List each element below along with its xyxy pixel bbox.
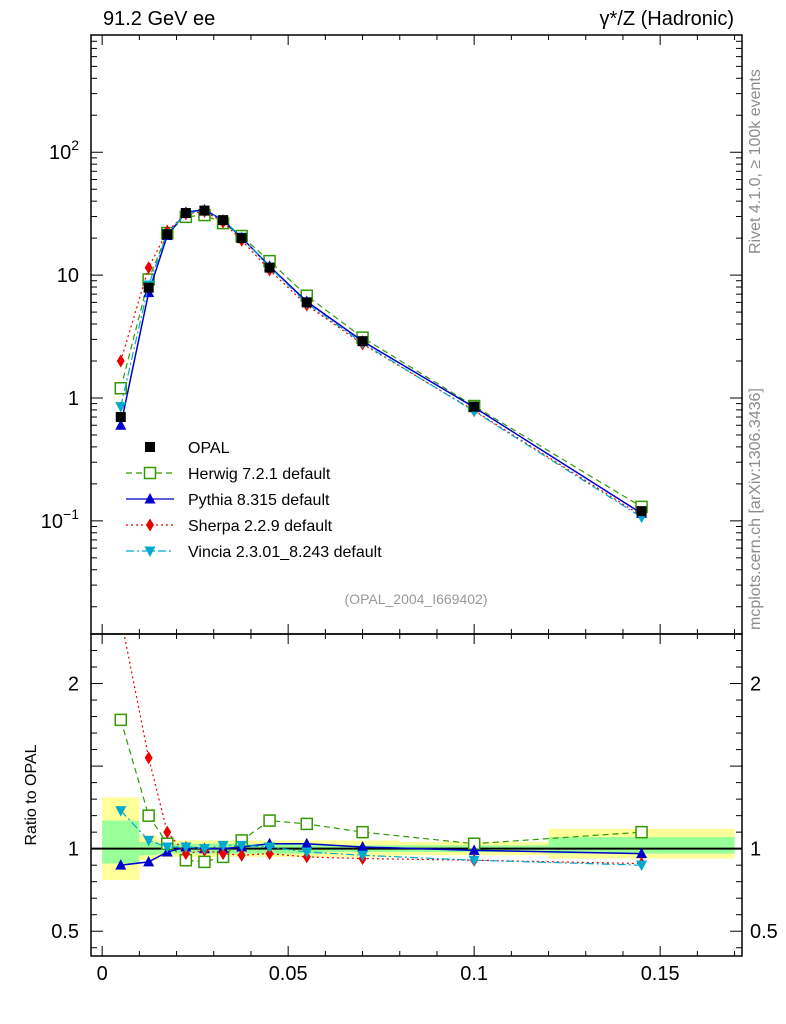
x-tick-label: 0.05 <box>269 963 308 985</box>
series-vincia-2-3-01-8-243-default-ratio-point <box>636 860 648 872</box>
series-vincia-2-3-01-8-243-default-ratio-point <box>217 840 229 852</box>
series-pythia-8-315-default-ratio-point <box>357 841 369 852</box>
series-vincia-2-3-01-8-243-default-ratio-point <box>301 847 313 858</box>
opal-data-point <box>636 506 647 517</box>
opal-data-point <box>469 401 480 412</box>
ratio-y-tick-label: 1 <box>68 839 79 861</box>
opal-data-point <box>301 297 312 308</box>
series-pythia-8-315-default-ratio-point <box>143 855 155 867</box>
series-pythia-8-315-default-ratio-point <box>115 859 127 870</box>
ratio-y-tick-label: 2 <box>68 674 79 696</box>
opal-data-point <box>357 336 368 347</box>
series-sherpa-2-2-9-default-ratio-point <box>181 847 190 861</box>
series-sherpa-2-2-9-default-point <box>116 354 125 368</box>
series-herwig-7-2-1-default-ratio-point <box>300 817 314 831</box>
series-pythia-8-315-default-ratio-point <box>301 837 313 849</box>
series-layer <box>114 203 648 872</box>
series-vincia-2-3-01-8-243-default-line <box>120 209 642 518</box>
ratio-axis-label: Ratio to OPAL <box>23 744 40 845</box>
legend-label: Herwig 7.2.1 default <box>188 466 331 483</box>
series-sherpa-2-2-9-default-ratio-line <box>123 634 642 865</box>
chart-text-layer: 0 0.05 0.1 0.15 10−1 1 10 102 0.5 0.5 1 1 2 2 Ratio to… <box>23 137 778 985</box>
series-sherpa-2-2-9-default-ratio-point <box>117 611 125 624</box>
opal-data-point <box>264 262 275 273</box>
analysis-tag: (OPAL_2004_I669402) <box>345 591 488 607</box>
band-green-0 <box>102 820 140 864</box>
series-sherpa-2-2-9-default-ratio-point <box>219 847 228 861</box>
series-herwig-7-2-1-default-ratio-point <box>114 713 128 727</box>
legend-marker <box>146 518 154 532</box>
series-vincia-2-3-01-8-243-default-ratio-point <box>357 850 369 862</box>
x-tick-label: 0.15 <box>641 963 680 985</box>
legend-label: OPAL <box>188 440 230 457</box>
series-vincia-2-3-01-8-243-default-ratio-point <box>115 806 127 817</box>
series-sherpa-2-2-9-default-ratio-point <box>163 825 172 839</box>
series-pythia-8-315-default-ratio-point <box>636 847 648 859</box>
series-herwig-7-2-1-default-ratio-point <box>198 855 211 869</box>
legend-marker <box>144 493 156 504</box>
series-vincia-2-3-01-8-243-default-ratio-point <box>264 842 276 854</box>
ratio-uncertainty-bands <box>102 797 735 881</box>
opal-data-point <box>143 282 154 293</box>
series-vincia-2-3-01-8-243-default-ratio-point <box>180 842 192 854</box>
series-sherpa-2-2-9-default-ratio-point <box>144 751 153 765</box>
series-vincia-2-3-01-8-243-default-ratio-point <box>236 840 248 852</box>
left-title: 91.2 GeV ee <box>103 8 216 30</box>
x-tick-label: 0 <box>97 963 108 985</box>
series-herwig-7-2-1-default-ratio-point <box>263 814 276 827</box>
series-pythia-8-315-default-point <box>115 419 127 430</box>
ratio-y-tick-label: 0.5 <box>51 921 79 943</box>
legend-marker <box>145 442 155 452</box>
ratio-y-tick-label-right: 0.5 <box>750 921 778 943</box>
legend-marker <box>144 546 156 557</box>
opal-data-point <box>180 208 191 219</box>
series-herwig-7-2-1-default-ratio-point <box>356 825 369 839</box>
series-vincia-2-3-01-8-243-default-ratio <box>115 806 648 872</box>
y-tick-label: 10 <box>57 265 79 287</box>
y-tick-label: 10−1 <box>41 506 79 533</box>
series-sherpa-2-2-9-default-point <box>144 261 153 275</box>
x-tick-label: 0.1 <box>460 963 488 985</box>
series-vincia-2-3-01-8-243-default-ratio-point <box>198 844 210 855</box>
opal-data-point <box>199 205 210 216</box>
legend-label: Pythia 8.315 default <box>188 492 330 509</box>
series-vincia-2-3-01-8-243-default-ratio-point <box>143 835 155 847</box>
series-herwig-7-2-1-default-ratio-point <box>635 825 648 839</box>
series-herwig-7-2-1-default-ratio-point <box>142 809 155 822</box>
series-pythia-8-315-default-ratio-point <box>468 844 480 855</box>
right-title: γ*/Z (Hadronic) <box>599 8 734 30</box>
series-herwig-7-2-1-default-point <box>114 382 128 395</box>
series-vincia-2-3-01-8-243-default-point <box>115 402 127 413</box>
opal-data-point <box>236 233 247 244</box>
series-vincia-2-3-01-8-243-default-ratio-point <box>161 842 173 854</box>
series-sherpa-2-2-9-default-ratio-point <box>265 847 274 861</box>
opal-data-point <box>218 215 229 226</box>
opal-data-point <box>162 229 173 240</box>
series-sherpa-2-2-9-default-ratio-point <box>237 848 246 862</box>
legend-label: Vincia 2.3.01_8.243 default <box>188 544 382 561</box>
series-vincia-2-3-01-8-243-default-ratio-point <box>468 855 480 867</box>
y-tick-label: 102 <box>49 137 79 164</box>
legend-label: Sherpa 2.2.9 default <box>188 518 333 535</box>
series-vincia-2-3-01-8-243-default-ratio-line <box>120 810 642 866</box>
y-tick-label: 1 <box>68 388 79 410</box>
ratio-y-tick-label-right: 1 <box>750 839 761 861</box>
opal-data-point <box>115 412 126 423</box>
ratio-frame <box>90 633 743 957</box>
ratio-y-tick-label-right: 2 <box>750 674 761 696</box>
legend-marker <box>143 466 157 480</box>
